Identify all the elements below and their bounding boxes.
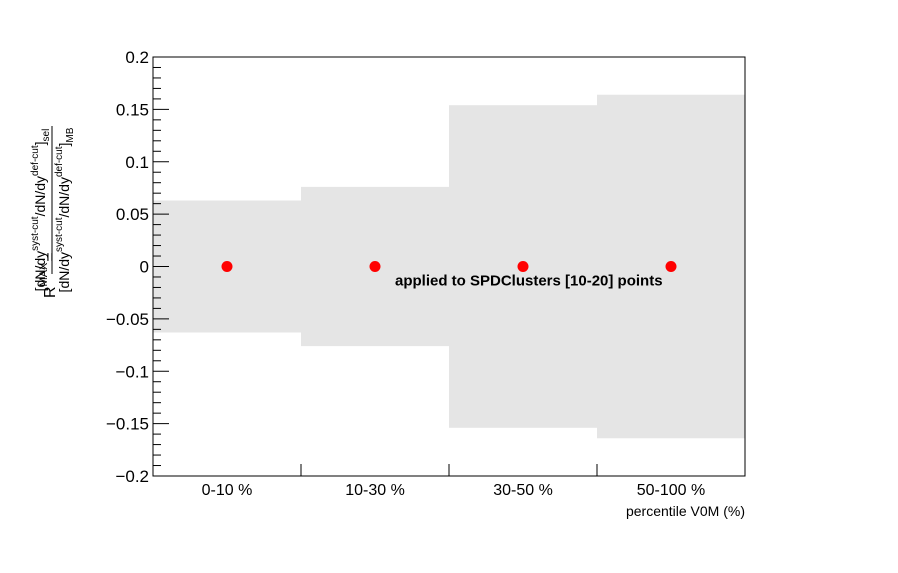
svg-text:[dN/dysyst-cut/dN/dydef-cut]MB: [dN/dysyst-cut/dN/dydef-cut]MB (54, 127, 76, 292)
ylabel-num-mid: /dN/dy (32, 176, 48, 216)
data-point (517, 261, 529, 272)
svg-text:RMAX=: RMAX= (38, 252, 59, 298)
data-point (665, 261, 677, 272)
y-tick-label: −0.1 (115, 362, 149, 381)
ylabel-r: R (42, 286, 59, 298)
x-axis: 0-10 % 10-30 % 30-50 % 50-100 % (202, 464, 706, 499)
data-point (221, 261, 233, 272)
ylabel-den-sub: MB (65, 127, 76, 142)
x-tick-label: 50-100 % (637, 482, 706, 499)
svg-text:[dN/dysyst-cut/dN/dydef-cut]se: [dN/dysyst-cut/dN/dydef-cut]sel (30, 129, 52, 292)
ylabel-eq: = (42, 252, 59, 261)
ylabel-den-sup2: def-cut (54, 146, 65, 177)
data-point (369, 261, 381, 272)
ylabel-den-open: [dN/dy (56, 252, 72, 292)
ylabel-num-open: [dN/dy (32, 251, 48, 291)
y-tick-label: 0.2 (125, 48, 149, 67)
annotation: applied to SPDClusters [10-20] points (395, 273, 663, 290)
ylabel-num-sup2: def-cut (30, 145, 41, 176)
ylabel-num-sub: sel (41, 129, 52, 142)
x-tick-label: 0-10 % (202, 482, 253, 499)
y-tick-label: −0.05 (106, 310, 149, 329)
y-tick-label: 0.15 (116, 100, 149, 119)
y-tick-label: −0.2 (115, 467, 149, 486)
ylabel-den-sup1: syst-cut (54, 217, 65, 252)
ylabel-num-sup1: syst-cut (30, 216, 41, 251)
ylabel-den-mid: /dN/dy (56, 177, 72, 217)
ylabel-r-sup: MAX (38, 262, 50, 287)
y-tick-label: 0 (140, 258, 149, 277)
ylabel-den-close: ] (56, 143, 72, 147)
y-tick-label: −0.15 (106, 415, 149, 434)
y-axis: 0.2 0.15 0.1 0.05 0 −0.05 −0.1 −0.15 −0.2 (106, 48, 169, 486)
y-axis-title: RMAX= [dN/dysyst-cut/dN/dydef-cut]sel [d… (30, 126, 76, 298)
systematic-bands (153, 94, 745, 439)
x-tick-label: 30-50 % (493, 482, 553, 499)
y-tick-label: 0.1 (125, 153, 149, 172)
ylabel-num-close: ] (32, 141, 48, 145)
y-tick-label: 0.05 (116, 205, 149, 224)
x-tick-label: 10-30 % (345, 482, 405, 499)
data-points (221, 261, 677, 272)
x-axis-title: percentile V0M (%) (626, 503, 745, 519)
